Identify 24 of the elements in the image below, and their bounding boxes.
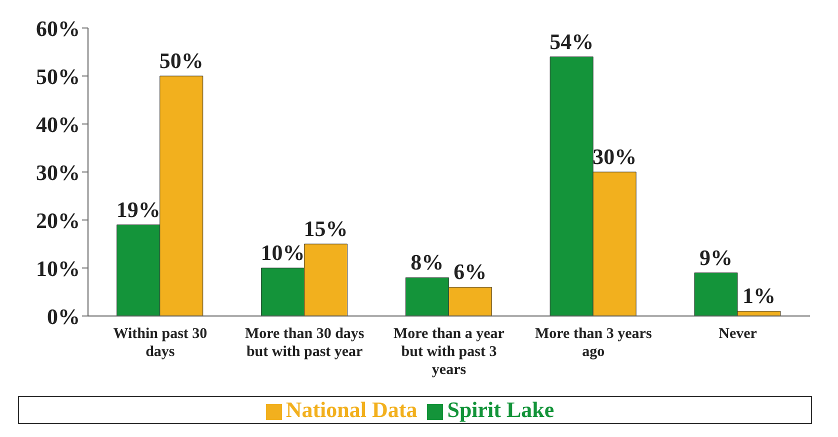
data-label: 8% bbox=[410, 250, 444, 275]
y-tick-label: 20% bbox=[36, 208, 80, 233]
y-tick-label: 60% bbox=[36, 16, 80, 41]
data-label: 15% bbox=[304, 216, 348, 241]
legend-label: Spirit Lake bbox=[447, 397, 554, 422]
x-tick-label: Within past 30 days bbox=[113, 326, 208, 360]
data-label: 10% bbox=[260, 240, 305, 265]
data-label: 30% bbox=[592, 144, 637, 169]
data-label: 19% bbox=[116, 196, 160, 222]
x-tick-label: More than 30 days but with past year bbox=[244, 326, 364, 360]
legend-label: National Data bbox=[286, 397, 418, 422]
y-tick-label: 40% bbox=[36, 112, 80, 137]
x-tick-label: More than a year but with past 3 years bbox=[394, 326, 505, 378]
y-tick-label: 50% bbox=[36, 64, 80, 89]
y-tick-label: 0% bbox=[47, 304, 80, 329]
x-tick-label: More than 3 years ago bbox=[535, 326, 652, 360]
x-tick-label: Never bbox=[718, 326, 758, 342]
data-label: 9% bbox=[699, 244, 732, 270]
data-label: 54% bbox=[550, 28, 594, 54]
y-tick-label: 30% bbox=[36, 160, 80, 185]
y-tick-label: 10% bbox=[36, 256, 80, 281]
data-label: 50% bbox=[159, 48, 204, 73]
data-label: 1% bbox=[742, 283, 776, 308]
data-label: 6% bbox=[454, 259, 487, 284]
